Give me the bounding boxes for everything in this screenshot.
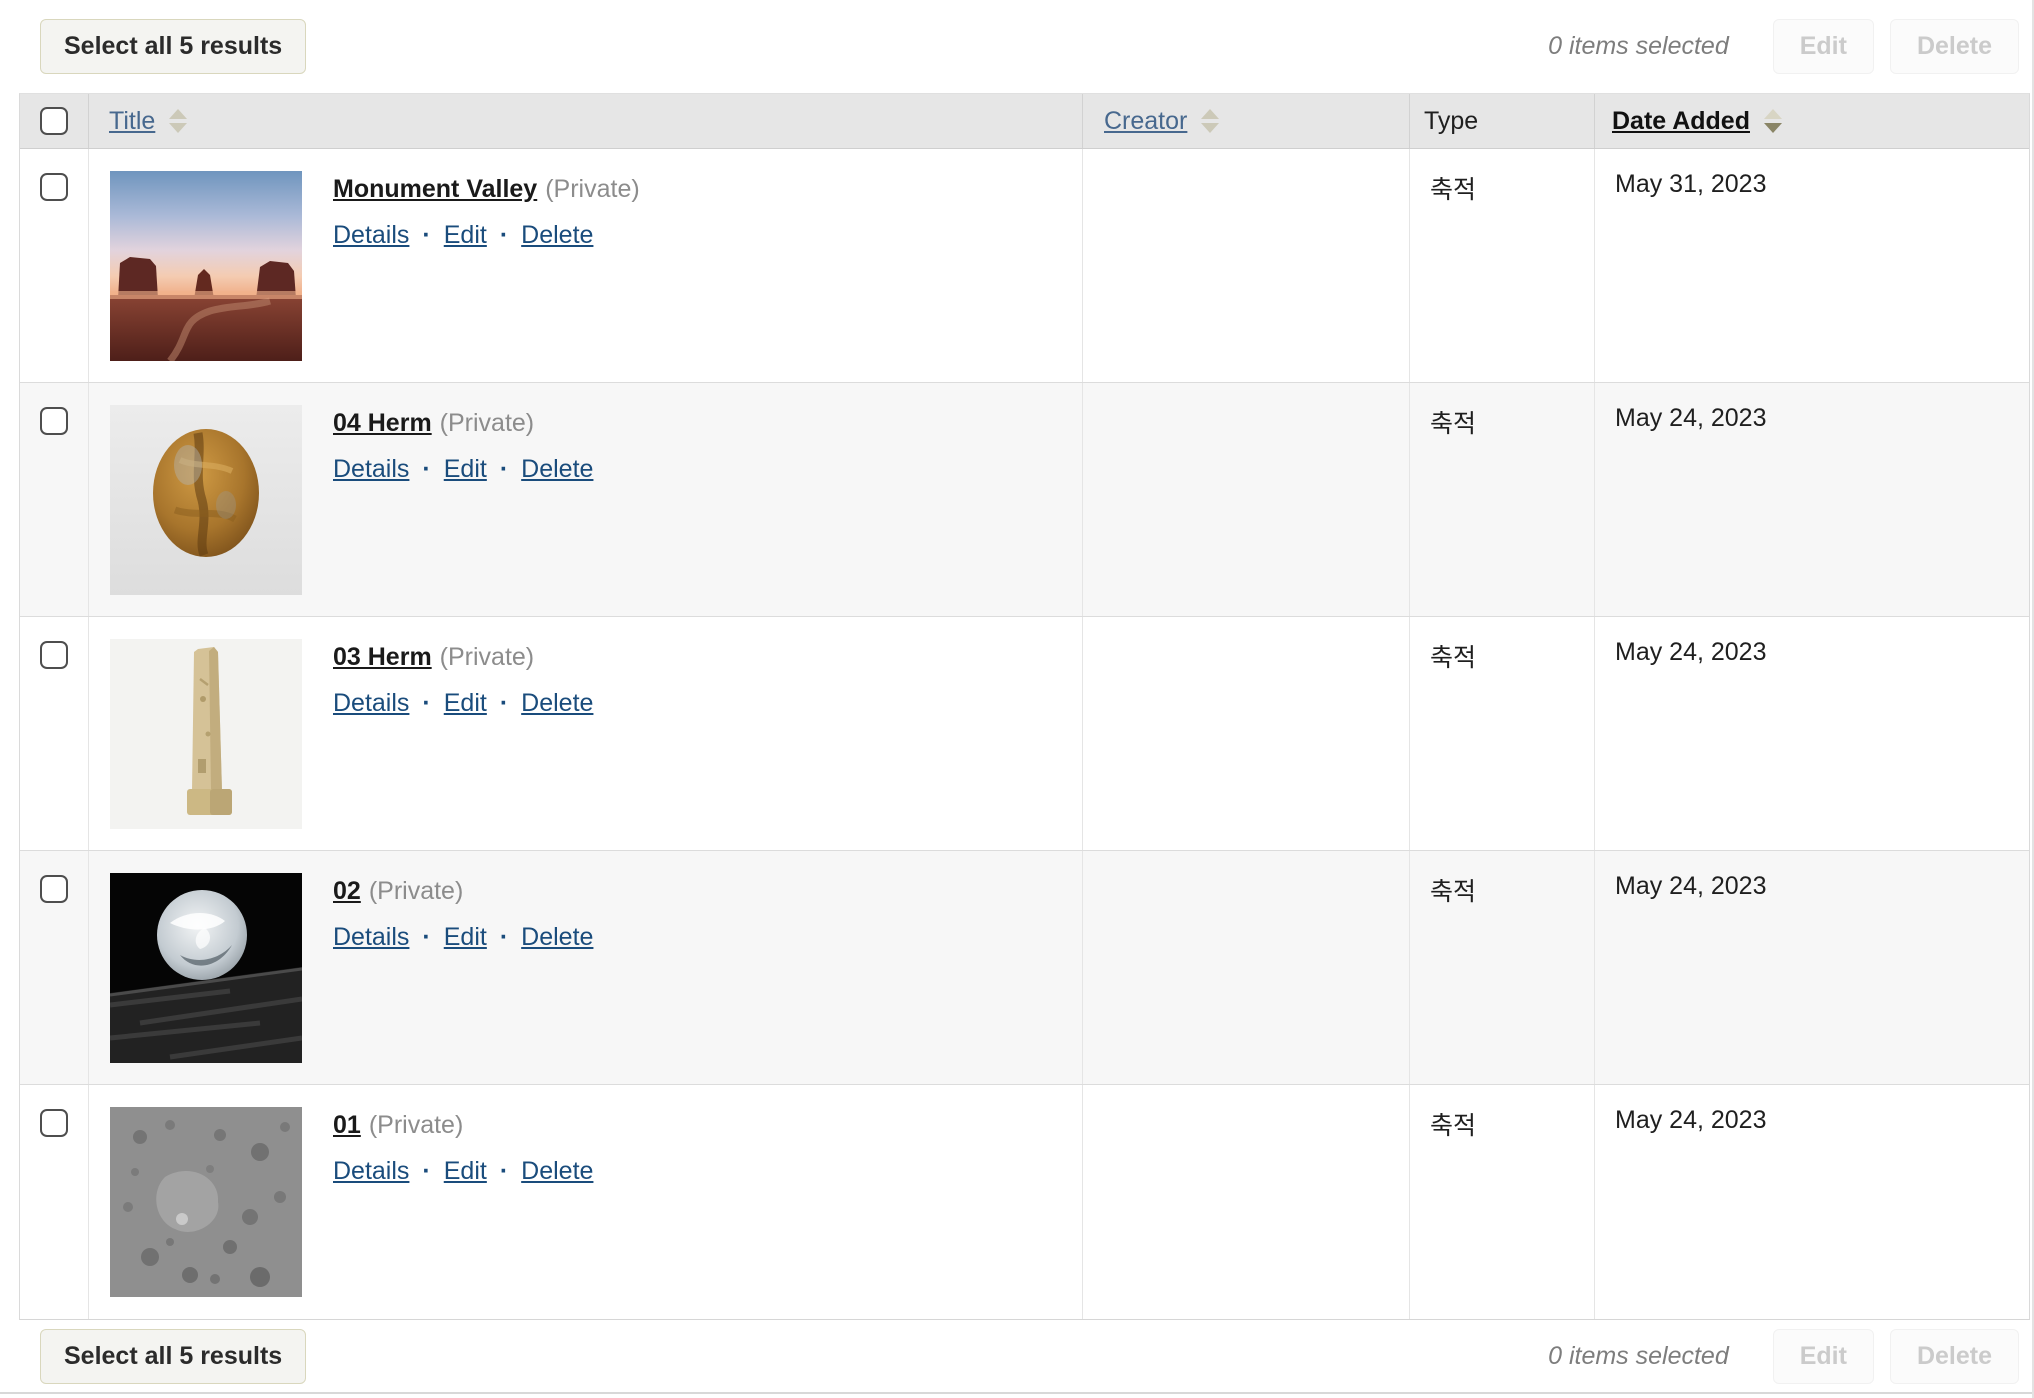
thumbnail-amber-stone[interactable] — [110, 405, 302, 595]
items-table: Title Creator Type Date Added — [19, 93, 2030, 1320]
item-title-link[interactable]: Monument Valley — [333, 175, 538, 203]
action-separator: · — [422, 455, 431, 483]
column-header-date-added: Date Added — [1595, 94, 2029, 148]
item-title-link[interactable]: 01 — [333, 1111, 361, 1139]
type-cell: 축적 — [1410, 851, 1595, 1084]
action-separator: · — [422, 221, 431, 249]
sort-by-title-link[interactable]: Title — [109, 106, 156, 135]
bulk-action-bar-bottom: Select all 5 results 0 items selected Ed… — [0, 1320, 2032, 1394]
delete-link[interactable]: Delete — [521, 923, 594, 951]
thumbnail-stone-pillar[interactable] — [110, 639, 302, 829]
edit-link[interactable]: Edit — [443, 923, 487, 951]
edit-link[interactable]: Edit — [443, 455, 487, 483]
delete-link[interactable]: Delete — [521, 689, 594, 717]
action-separator: · — [499, 1157, 509, 1185]
action-separator: · — [499, 455, 509, 483]
creator-cell — [1083, 617, 1410, 850]
select-all-button[interactable]: Select all 5 results — [40, 19, 307, 74]
row-select-checkbox[interactable] — [40, 173, 68, 201]
details-link[interactable]: Details — [333, 1157, 410, 1185]
edit-link[interactable]: Edit — [443, 221, 487, 249]
type-column-label: Type — [1424, 106, 1479, 135]
delete-link[interactable]: Delete — [521, 455, 594, 483]
table-row: 01 (Private) Details · Edit · Delete 축적 M… — [20, 1085, 2029, 1319]
edit-link[interactable]: Edit — [443, 689, 487, 717]
details-link[interactable]: Details — [333, 689, 410, 717]
action-separator: · — [499, 221, 509, 249]
thumbnail-monument-valley[interactable] — [110, 171, 302, 361]
table-row: 03 Herm (Private) Details · Edit · Delete… — [20, 617, 2029, 851]
type-cell: 축적 — [1410, 1085, 1595, 1319]
details-link[interactable]: Details — [333, 221, 410, 249]
table-row: Monument Valley (Private) Details · Edit … — [20, 149, 2029, 383]
delete-link[interactable]: Delete — [521, 1157, 594, 1185]
bulk-action-bar-top: Select all 5 results 0 items selected Ed… — [0, 0, 2032, 93]
action-separator: · — [499, 689, 509, 717]
table-header-row: Title Creator Type Date Added — [20, 94, 2029, 149]
item-title-link[interactable]: 03 Herm — [333, 643, 432, 671]
type-cell: 축적 — [1410, 617, 1595, 850]
sort-by-date-added-link[interactable]: Date Added — [1612, 106, 1750, 135]
date-added-cell: May 24, 2023 — [1615, 638, 1767, 666]
sort-by-creator-link[interactable]: Creator — [1104, 106, 1188, 135]
item-title-link[interactable]: 02 — [333, 877, 361, 905]
action-separator: · — [499, 923, 509, 951]
privacy-badge: (Private) — [368, 877, 464, 905]
date-added-cell: May 31, 2023 — [1615, 170, 1767, 198]
select-all-button[interactable]: Select all 5 results — [40, 1328, 307, 1384]
edit-link[interactable]: Edit — [443, 1157, 487, 1185]
item-title-link[interactable]: 04 Herm — [333, 409, 432, 437]
bulk-right-group: 0 items selected Edit Delete — [1548, 19, 2019, 74]
privacy-badge: (Private) — [545, 175, 640, 203]
creator-cell — [1083, 383, 1410, 616]
header-checkbox-cell — [20, 94, 89, 148]
bulk-right-group: 0 items selected Edit Delete — [1548, 1328, 2019, 1384]
bulk-delete-button[interactable]: Delete — [1889, 19, 2019, 74]
sort-arrows-icon[interactable] — [1201, 109, 1220, 133]
thumbnail-moon-surface[interactable] — [110, 1107, 302, 1297]
creator-cell — [1083, 1085, 1410, 1319]
select-all-checkbox[interactable] — [40, 107, 68, 135]
row-select-checkbox[interactable] — [40, 407, 68, 435]
column-header-creator: Creator — [1083, 94, 1410, 148]
action-separator: · — [422, 1157, 431, 1185]
details-link[interactable]: Details — [333, 455, 410, 483]
table-row: 02 (Private) Details · Edit · Delete 축적 M… — [20, 851, 2029, 1085]
date-added-cell: May 24, 2023 — [1615, 1106, 1767, 1134]
date-added-cell: May 24, 2023 — [1615, 872, 1767, 900]
action-separator: · — [422, 923, 431, 951]
row-select-checkbox[interactable] — [40, 875, 68, 903]
bulk-delete-button[interactable]: Delete — [1889, 1328, 2019, 1384]
thumbnail-earthrise[interactable] — [110, 873, 302, 1063]
privacy-badge: (Private) — [439, 643, 535, 671]
type-cell: 축적 — [1410, 383, 1595, 616]
column-header-title: Title — [89, 94, 1083, 148]
privacy-badge: (Private) — [439, 409, 535, 437]
creator-cell — [1083, 149, 1410, 382]
action-separator: · — [422, 689, 431, 717]
row-select-checkbox[interactable] — [40, 1109, 68, 1137]
column-header-type: Type — [1410, 94, 1595, 148]
bulk-edit-button[interactable]: Edit — [1772, 19, 1874, 74]
bulk-edit-button[interactable]: Edit — [1772, 1328, 1874, 1384]
selected-count-status: 0 items selected — [1548, 1341, 1729, 1370]
date-added-cell: May 24, 2023 — [1615, 404, 1767, 432]
details-link[interactable]: Details — [333, 923, 410, 951]
table-row: 04 Herm (Private) Details · Edit · Delete… — [20, 383, 2029, 617]
sort-arrows-active-icon[interactable] — [1763, 109, 1782, 133]
delete-link[interactable]: Delete — [521, 221, 594, 249]
row-select-checkbox[interactable] — [40, 641, 68, 669]
selected-count-status: 0 items selected — [1548, 32, 1729, 60]
sort-arrows-icon[interactable] — [169, 109, 188, 133]
privacy-badge: (Private) — [368, 1111, 464, 1139]
creator-cell — [1083, 851, 1410, 1084]
type-cell: 축적 — [1410, 149, 1595, 382]
